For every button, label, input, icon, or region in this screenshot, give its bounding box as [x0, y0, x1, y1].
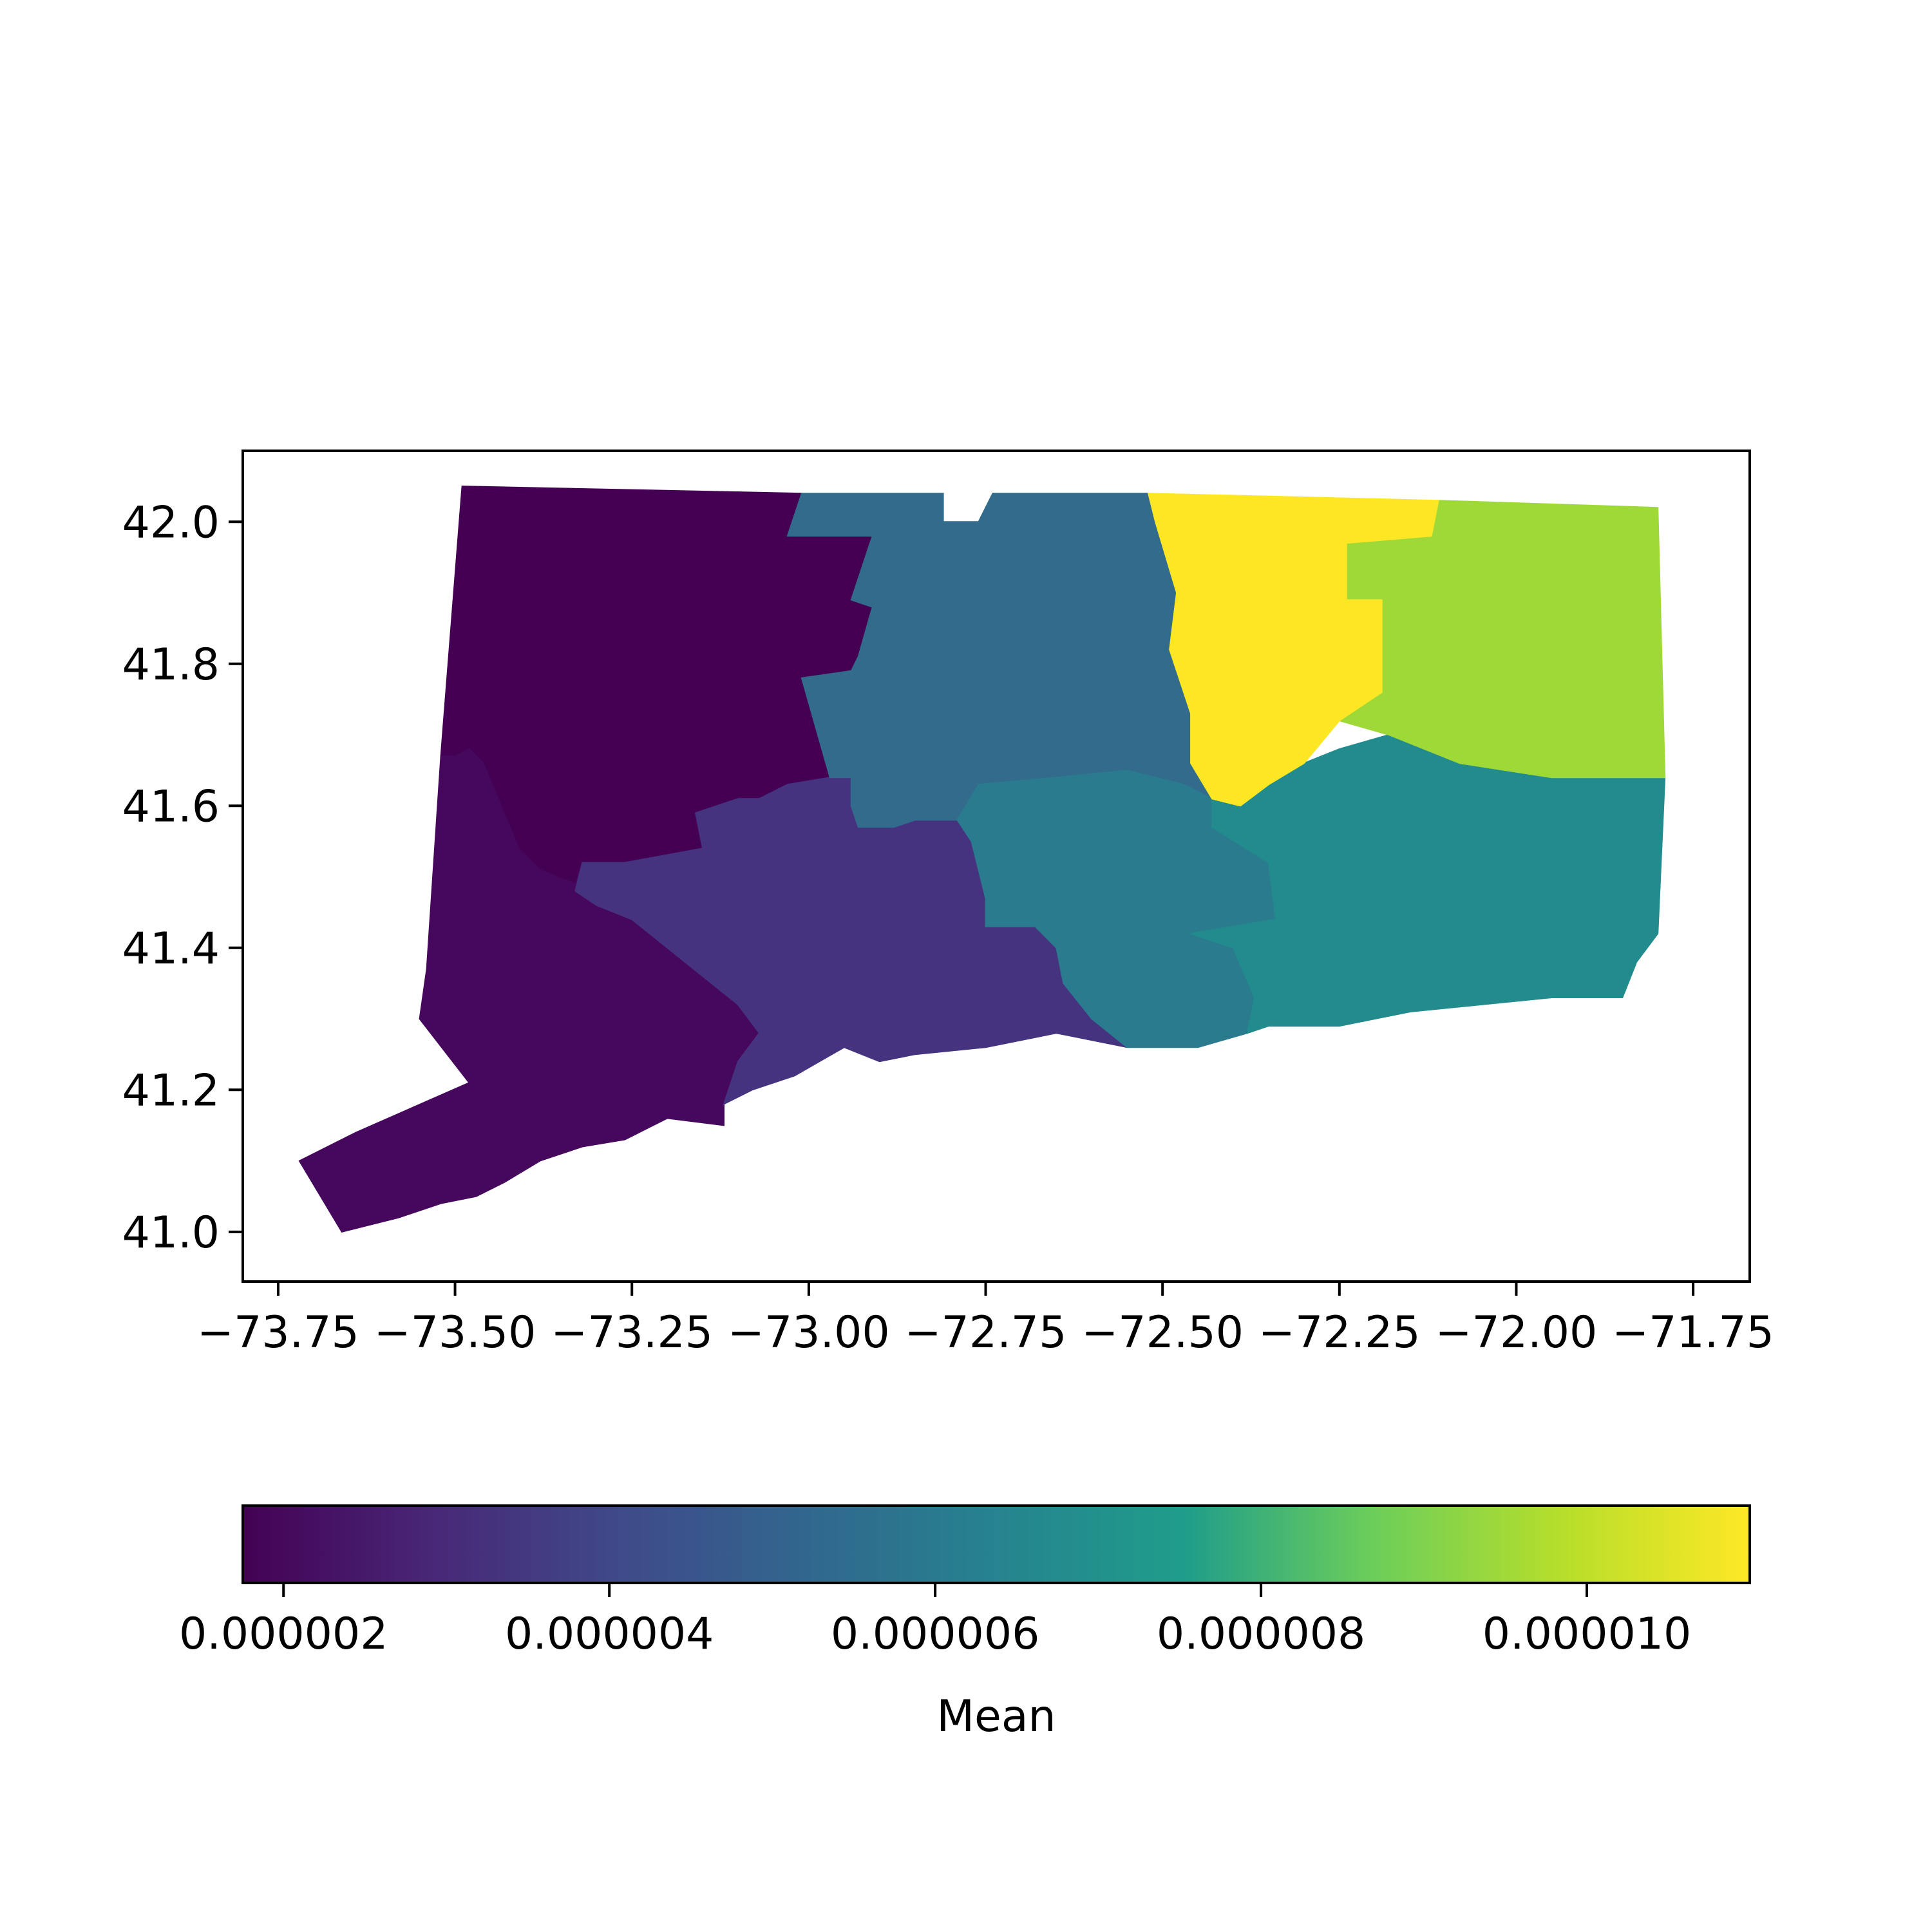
colorbar-tick-label: 0.000002: [179, 1609, 388, 1660]
colorbar-tick-label: 0.000006: [831, 1609, 1039, 1660]
x-tick-label: −73.00: [728, 1307, 890, 1358]
x-tick-label: −73.75: [197, 1307, 359, 1358]
colorbar-frame: [242, 1504, 1751, 1584]
y-tick-label: 41.6: [122, 781, 220, 832]
x-tick-label: −72.00: [1435, 1307, 1598, 1358]
colorbar-tick-label: 0.000008: [1157, 1609, 1365, 1660]
y-tick-label: 41.2: [122, 1065, 220, 1116]
y-tick-label: 41.4: [122, 923, 220, 974]
y-tick-label: 41.8: [122, 639, 220, 690]
x-axis-ticks: −73.75 −73.50 −73.25 −73.00 −72.75 −72.50 −72.…: [197, 1282, 1774, 1358]
y-axis-ticks: 41.0 41.2 41.4 41.6 41.8 42.0: [122, 497, 243, 1258]
colorbar-tick-label: 0.000004: [505, 1609, 714, 1660]
region-new-london: [1190, 734, 1666, 1034]
colorbar-ticks: 0.000002 0.000004 0.000006 0.000008 0.000010: [179, 1583, 1691, 1660]
x-tick-label: −72.75: [905, 1307, 1067, 1358]
map-axes-frame: [242, 450, 1751, 1283]
x-tick-label: −71.75: [1612, 1307, 1774, 1358]
y-tick-label: 42.0: [122, 497, 220, 548]
y-tick-label: 41.0: [122, 1208, 220, 1258]
colorbar-fill: [243, 1506, 1750, 1583]
x-tick-label: −72.25: [1258, 1307, 1421, 1358]
x-tick-label: −73.50: [374, 1307, 536, 1358]
region-fairfield: [298, 748, 761, 1233]
region-tolland: [1147, 493, 1439, 807]
x-tick-label: −72.50: [1081, 1307, 1244, 1358]
colorbar-tick-label: 0.000010: [1482, 1609, 1691, 1660]
map-regions: [298, 486, 1666, 1233]
colorbar: 0.000002 0.000004 0.000006 0.000008 0.000010…: [179, 1504, 1751, 1742]
colorbar-label: Mean: [936, 1691, 1056, 1742]
x-tick-label: −73.25: [551, 1307, 713, 1358]
